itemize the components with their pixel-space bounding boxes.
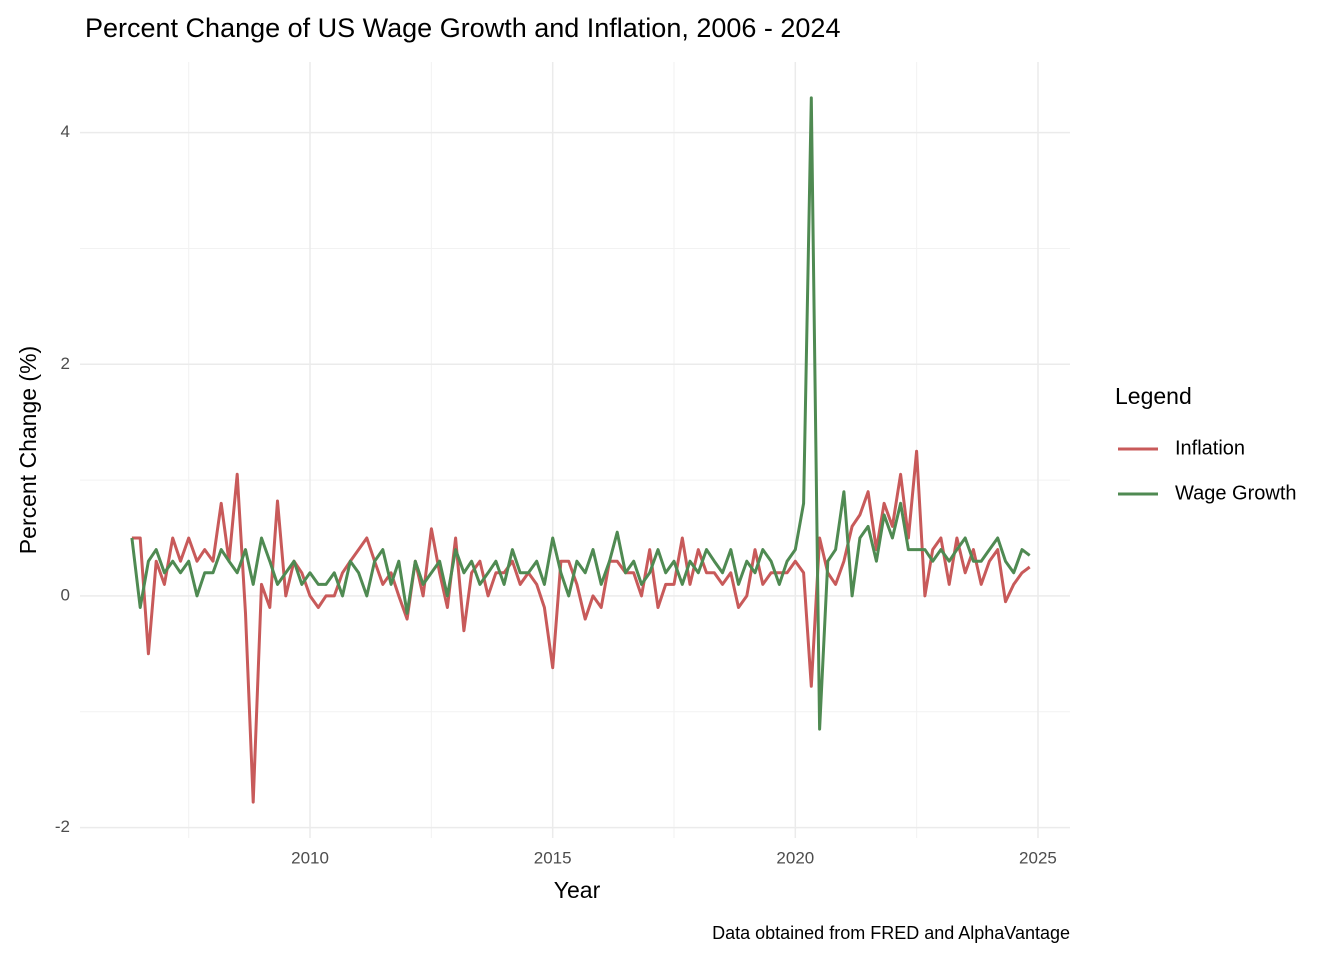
y-axis-label: Percent Change (%) (15, 346, 41, 554)
y-tick-label: 2 (61, 354, 70, 373)
chart-title: Percent Change of US Wage Growth and Inf… (85, 13, 840, 43)
x-tick-label: 2010 (291, 848, 329, 867)
y-tick-label: 0 (61, 585, 70, 604)
x-tick-label: 2015 (534, 848, 572, 867)
y-tick-label: 4 (61, 122, 70, 141)
y-tick-label: -2 (55, 817, 70, 836)
legend-title: Legend (1115, 383, 1192, 409)
series-line (131, 449, 1031, 804)
legend-label: Inflation (1175, 437, 1245, 459)
caption: Data obtained from FRED and AlphaVantage (712, 923, 1070, 943)
series-line (130, 96, 1031, 731)
x-tick-label: 2020 (776, 848, 814, 867)
x-axis-label: Year (554, 877, 601, 903)
x-tick-label: 2025 (1019, 848, 1057, 867)
legend-label: Wage Growth (1175, 482, 1297, 504)
